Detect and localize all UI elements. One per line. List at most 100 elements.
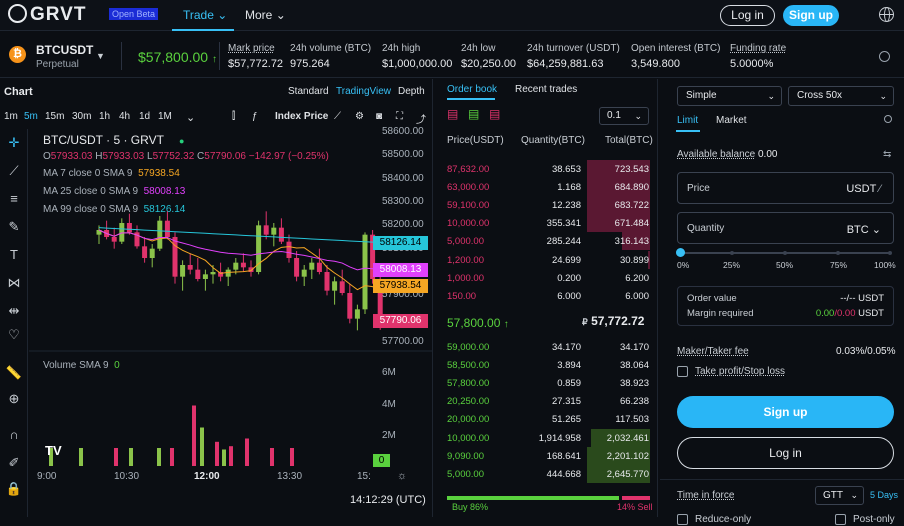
nav-more[interactable]: More ⌄ [245,8,286,22]
mode-select[interactable]: Simple ⌄ [677,86,782,106]
ohlc-change: −142.97 (−0.25%) [248,151,329,162]
tab-standard[interactable]: Standard [288,86,329,97]
trendline-icon[interactable]: ⟋ [9,163,19,178]
tif-select[interactable]: GTT ⌄ [815,486,864,505]
view-asks-icon[interactable]: ▤ [489,107,501,121]
fib-icon[interactable]: ≡ [10,191,18,206]
timeframe-5m[interactable]: 5m [24,111,38,122]
ask-row[interactable]: 1,000.00 0.200 6.200 [447,269,650,287]
login-button[interactable]: Log in [720,5,775,26]
last-price: $57,800.00 ↑ [138,49,217,65]
timeframe-1M[interactable]: 1M [158,111,172,122]
sun-icon[interactable]: ☼ [397,470,408,482]
bid-row[interactable]: 59,000.00 34.170 34.170 [447,338,650,356]
pair-symbol[interactable]: BTCUSDT [36,43,94,57]
margin-select[interactable]: Cross 50x ⌄ [788,86,894,106]
login-cta-button[interactable]: Log in [677,437,894,469]
camera-icon[interactable]: ◙ [376,111,383,122]
timeframe-1d[interactable]: 1d [139,111,151,122]
settings-icon[interactable]: ⚙ [355,111,364,122]
ruler-icon[interactable]: 📏 [5,365,23,380]
forecast-icon[interactable]: ⇹ [8,303,20,318]
bid-row[interactable]: 10,000.00 1,914.958 2,032.461 [447,428,650,447]
bid-row[interactable]: 57,800.00 0.859 38.923 [447,374,650,392]
reduce-only-checkbox[interactable] [677,514,688,525]
bid-price: 9,090.00 [447,450,484,462]
candles-icon[interactable]: ⫿ [232,111,236,122]
brush-icon[interactable]: ✎ [8,219,20,234]
slider-tick[interactable] [836,251,840,255]
tpsl-checkbox[interactable] [677,366,688,377]
nav-trade[interactable]: Trade ⌄ [183,8,227,22]
signup-cta-button[interactable]: Sign up [677,396,894,428]
bid-price: 20,250.00 [447,396,490,408]
tab-order-book[interactable]: Order book [447,84,498,95]
timeframe-4h[interactable]: 4h [119,111,131,122]
transfer-icon[interactable]: ⇆ [883,149,892,160]
crosshair-icon[interactable]: ✛ [8,135,20,150]
magnet-icon[interactable]: ∩ [9,427,19,442]
chevron-down-icon[interactable]: ⌄ [186,112,196,124]
bid-row[interactable]: 9,090.00 168.641 2,201.102 [447,446,650,465]
stat-value: $20,250.00 [461,58,517,70]
bid-row[interactable]: 5,000.00 444.668 2,645.770 [447,464,650,483]
quantity-slider-handle[interactable] [676,248,685,257]
lock-draw-icon[interactable]: ✐ [8,455,20,470]
text-icon[interactable]: T [10,247,18,262]
quantity-unit[interactable]: BTC ⌄ [847,223,881,236]
index-price-toggle[interactable]: Index Price [275,111,329,122]
time-axis-label: 10:30 [114,471,140,482]
timeframe-1h[interactable]: 1h [99,111,111,122]
ma25-line [98,229,381,272]
signup-button[interactable]: Sign up [783,5,839,26]
col-price: Price(USDT) [447,135,504,146]
timeframe-15m[interactable]: 15m [45,111,65,122]
mid-price-icon[interactable]: ⁄ [879,183,881,195]
volume-bar [245,438,249,466]
precision-select[interactable]: 0.1 ⌄ [599,107,649,125]
ask-row[interactable]: 5,000.00 285.244 316.143 [447,232,650,251]
lock-icon[interactable]: 🔒 [5,481,23,496]
grvt-logo[interactable]: GRVT [8,4,86,26]
bid-row[interactable]: 20,250.00 27.315 66.238 [447,392,650,410]
view-both-icon[interactable]: ▤ [447,107,459,121]
tab-recent-trades[interactable]: Recent trades [515,84,578,95]
pattern-icon[interactable]: ⋈ [7,275,21,290]
pair-selector-chevron-icon[interactable]: ▼ [96,51,105,61]
tif-days[interactable]: 5 Days [870,490,899,500]
tab-limit[interactable]: Limit [677,115,699,126]
tab-tradingview[interactable]: TradingView [336,86,392,97]
post-only-checkbox[interactable] [835,514,846,525]
share-icon[interactable]: ⤴ [416,115,426,126]
bid-row[interactable]: 58,500.00 3.894 38.064 [447,356,650,374]
bid-price: 10,000.00 [447,432,490,444]
slider-tick[interactable] [783,251,787,255]
info-icon[interactable] [884,115,892,123]
instrument-title: BTC/USDT · 5 · GRVT [43,133,164,147]
tab-depth[interactable]: Depth [398,86,425,97]
globe-icon[interactable] [879,7,894,22]
ask-row[interactable]: 59,100.00 12.238 683.722 [447,196,650,215]
view-bids-icon[interactable]: ▤ [468,107,480,121]
ask-row[interactable]: 10,000.00 355.341 671.484 [447,214,650,233]
timeframe-30m[interactable]: 30m [72,111,92,122]
gear-icon[interactable] [879,51,890,62]
ask-row[interactable]: 1,200.00 24.699 30.899 [447,250,650,269]
ask-row[interactable]: 87,632.00 38.653 723.543 [447,160,650,178]
slider-tick[interactable] [730,251,734,255]
heart-icon[interactable]: ♡ [8,327,20,342]
zoom-icon[interactable]: ⊕ [8,391,20,406]
fullscreen-icon[interactable]: ⛶ [396,111,403,122]
price-input[interactable]: Price USDT ⁄ [677,172,894,204]
margin-required-label: Margin required [687,308,754,319]
timeframe-1m[interactable]: 1m [4,111,18,122]
ask-row[interactable]: 63,000.00 1.168 684.890 [447,178,650,197]
bid-row[interactable]: 20,000.00 51.265 117.503 [447,410,650,428]
tab-market[interactable]: Market [716,115,747,126]
indicators-icon[interactable]: ƒ [252,111,258,122]
price-chart[interactable] [29,129,433,469]
ask-row[interactable]: 150.00 6.000 6.000 [447,287,650,305]
compare-icon[interactable]: ⟋ [334,111,341,122]
slider-tick[interactable] [888,251,892,255]
quantity-input[interactable]: Quantity BTC ⌄ [677,212,894,244]
